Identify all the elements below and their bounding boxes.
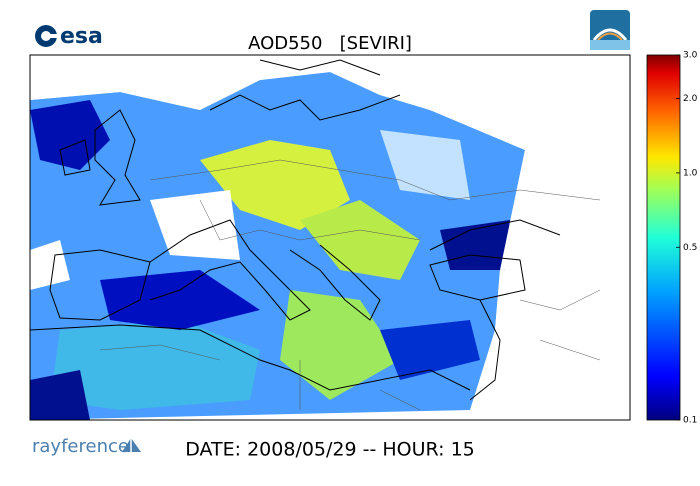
colorbar-tick-label: 3.0 [683, 51, 698, 61]
rayference-text: rayference [32, 436, 129, 457]
date-label: DATE: 2008/05/29 -- HOUR: 15 [185, 439, 475, 461]
colorbar: 3.0 2.0 1.0 0.5 0.1 [646, 51, 698, 426]
colorbar-tick-label: 0.5 [683, 243, 697, 253]
colorbar-tick-label: 1.0 [683, 168, 698, 178]
esa-logo: esa [35, 24, 103, 49]
project-icon [590, 10, 630, 50]
map-title: AOD550 [SEVIRI] [248, 33, 412, 54]
rayference-logo: rayference [32, 436, 141, 457]
colorbar-gradient [646, 54, 681, 421]
map-frame [29, 54, 631, 421]
aerosol-map [30, 55, 630, 420]
colorbar-tick-label: 0.1 [683, 416, 697, 426]
colorbar-tick-label: 2.0 [683, 94, 698, 104]
esa-logo-text: esa [60, 24, 103, 49]
